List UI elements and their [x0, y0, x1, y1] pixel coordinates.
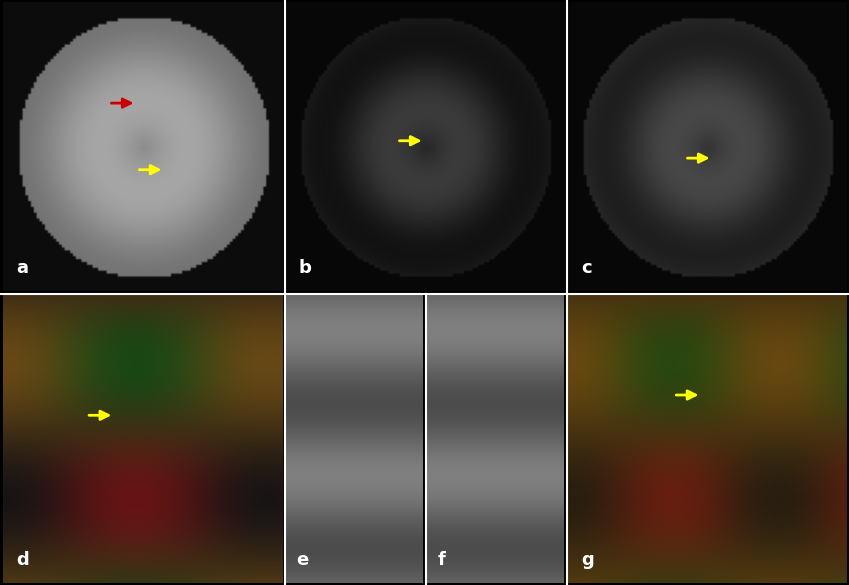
Text: d: d	[16, 550, 29, 569]
Text: e: e	[296, 550, 308, 569]
Text: c: c	[582, 259, 592, 277]
Text: a: a	[16, 259, 29, 277]
Text: f: f	[437, 550, 445, 569]
Text: b: b	[299, 259, 312, 277]
Text: g: g	[582, 550, 594, 569]
